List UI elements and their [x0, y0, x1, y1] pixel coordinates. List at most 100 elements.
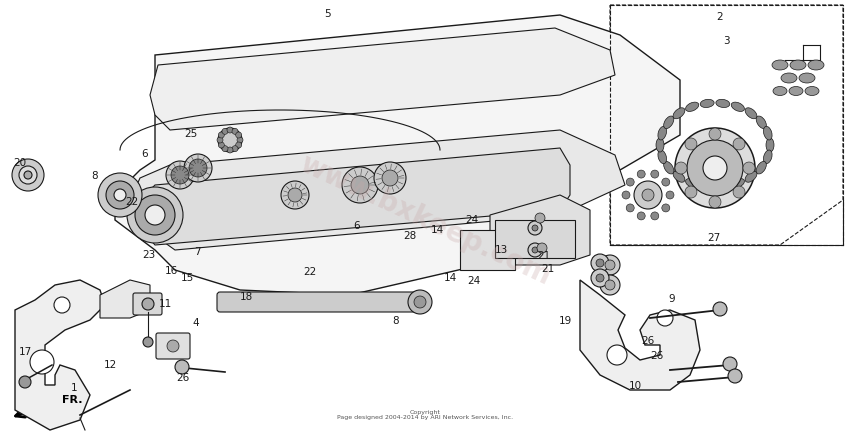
Text: 4: 4 — [192, 318, 199, 329]
Polygon shape — [140, 148, 570, 245]
Polygon shape — [490, 195, 590, 265]
Circle shape — [167, 340, 179, 352]
Circle shape — [232, 146, 238, 151]
Circle shape — [30, 350, 54, 374]
Text: 17: 17 — [19, 346, 32, 357]
Circle shape — [622, 191, 630, 199]
Ellipse shape — [773, 86, 787, 95]
Circle shape — [106, 181, 134, 209]
Circle shape — [537, 243, 547, 253]
Circle shape — [342, 167, 378, 203]
Ellipse shape — [731, 102, 745, 112]
Circle shape — [184, 154, 212, 182]
Text: 15: 15 — [180, 273, 194, 283]
Text: 10: 10 — [628, 381, 642, 391]
Ellipse shape — [664, 161, 674, 174]
Polygon shape — [15, 280, 105, 430]
Ellipse shape — [716, 182, 730, 191]
Circle shape — [235, 132, 241, 138]
Text: 8: 8 — [91, 171, 98, 181]
Text: 9: 9 — [668, 294, 675, 305]
Circle shape — [127, 187, 183, 243]
Circle shape — [227, 147, 233, 153]
Text: 22: 22 — [125, 197, 139, 207]
Polygon shape — [580, 280, 700, 390]
Bar — [495, 220, 575, 258]
Circle shape — [222, 128, 228, 135]
Ellipse shape — [658, 126, 666, 140]
Polygon shape — [115, 15, 680, 295]
Circle shape — [709, 196, 721, 208]
Ellipse shape — [745, 108, 756, 119]
Circle shape — [703, 156, 727, 180]
Circle shape — [657, 310, 673, 326]
Ellipse shape — [805, 86, 819, 95]
Text: 28: 28 — [403, 230, 416, 241]
Circle shape — [19, 166, 37, 184]
Ellipse shape — [686, 178, 699, 188]
Circle shape — [189, 159, 207, 177]
Circle shape — [600, 255, 620, 275]
Circle shape — [685, 186, 697, 198]
Text: 11: 11 — [159, 299, 173, 309]
Circle shape — [626, 204, 634, 212]
Text: 2: 2 — [717, 12, 723, 23]
Circle shape — [145, 205, 165, 225]
Text: 26: 26 — [641, 335, 654, 346]
Text: 22: 22 — [303, 267, 317, 277]
Circle shape — [662, 178, 670, 186]
Ellipse shape — [658, 150, 666, 164]
Circle shape — [642, 189, 654, 201]
Circle shape — [12, 159, 44, 191]
Ellipse shape — [772, 60, 788, 70]
Ellipse shape — [700, 182, 714, 191]
Circle shape — [217, 137, 223, 143]
Text: 5: 5 — [324, 9, 331, 20]
Ellipse shape — [789, 86, 803, 95]
Circle shape — [235, 142, 241, 148]
Circle shape — [532, 225, 538, 231]
Circle shape — [607, 345, 627, 365]
Ellipse shape — [745, 171, 756, 182]
Circle shape — [175, 360, 189, 374]
Circle shape — [374, 162, 406, 194]
Circle shape — [218, 142, 224, 148]
Text: 12: 12 — [104, 359, 117, 370]
Ellipse shape — [716, 99, 730, 108]
Circle shape — [685, 138, 697, 150]
Circle shape — [743, 162, 755, 174]
Text: 27: 27 — [707, 233, 721, 243]
Circle shape — [281, 181, 309, 209]
Text: 1: 1 — [71, 383, 77, 394]
Circle shape — [351, 176, 369, 194]
Circle shape — [605, 260, 615, 270]
Text: 7: 7 — [194, 247, 201, 257]
Circle shape — [135, 195, 175, 235]
Ellipse shape — [808, 60, 824, 70]
Circle shape — [728, 369, 742, 383]
Ellipse shape — [673, 108, 685, 119]
Ellipse shape — [700, 99, 714, 108]
Text: 21: 21 — [541, 264, 555, 274]
Circle shape — [218, 132, 224, 138]
Circle shape — [651, 212, 659, 220]
Text: 14: 14 — [444, 273, 457, 283]
Text: 3: 3 — [723, 36, 730, 46]
Ellipse shape — [664, 116, 674, 128]
Circle shape — [675, 162, 687, 174]
Text: 18: 18 — [240, 292, 253, 302]
Circle shape — [638, 170, 645, 178]
FancyBboxPatch shape — [133, 293, 162, 315]
Circle shape — [382, 170, 398, 186]
Circle shape — [634, 181, 662, 209]
Circle shape — [675, 128, 755, 208]
Ellipse shape — [766, 138, 774, 152]
Text: 8: 8 — [392, 316, 399, 326]
Circle shape — [142, 298, 154, 310]
Ellipse shape — [799, 73, 815, 83]
Circle shape — [24, 171, 32, 179]
Ellipse shape — [656, 138, 664, 152]
Text: 20: 20 — [13, 158, 26, 168]
Circle shape — [98, 173, 142, 217]
Text: 26: 26 — [176, 372, 190, 383]
